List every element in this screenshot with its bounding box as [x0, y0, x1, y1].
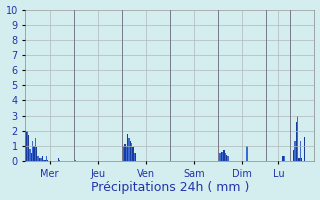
Bar	[130, 141, 131, 161]
Bar	[131, 143, 132, 161]
Bar	[45, 156, 47, 161]
Bar	[298, 158, 300, 161]
Bar	[127, 134, 128, 161]
Bar	[74, 158, 75, 161]
Bar	[32, 141, 34, 161]
Bar	[223, 150, 225, 161]
Bar	[300, 141, 301, 161]
Bar	[128, 138, 130, 161]
Bar	[296, 122, 297, 161]
Bar	[124, 144, 126, 161]
Bar	[222, 152, 223, 161]
Bar	[75, 160, 76, 161]
Bar	[301, 158, 302, 161]
Bar	[228, 156, 229, 161]
Bar	[220, 153, 221, 161]
Bar	[43, 160, 44, 161]
Bar	[59, 160, 60, 161]
Bar	[58, 158, 59, 161]
Bar	[134, 153, 135, 161]
Bar	[294, 141, 296, 161]
Bar	[26, 131, 27, 161]
Bar	[35, 138, 36, 161]
Bar	[226, 155, 228, 161]
Bar	[40, 158, 42, 161]
Bar	[27, 131, 28, 161]
Bar	[42, 156, 43, 161]
Bar	[297, 116, 298, 161]
Bar	[218, 155, 220, 161]
Bar	[34, 146, 35, 161]
Bar	[37, 156, 39, 161]
Bar	[126, 146, 127, 161]
Bar	[47, 160, 48, 161]
Bar	[122, 147, 123, 161]
Bar	[221, 152, 222, 161]
Bar	[225, 153, 226, 161]
Bar	[135, 153, 137, 161]
Bar	[39, 158, 40, 161]
Bar	[246, 146, 248, 161]
Bar	[123, 146, 124, 161]
Bar	[293, 150, 294, 161]
Bar	[36, 147, 37, 161]
Bar	[29, 149, 31, 161]
Bar	[304, 137, 305, 161]
X-axis label: Précipitations 24h ( mm ): Précipitations 24h ( mm )	[91, 181, 249, 194]
Bar	[132, 147, 134, 161]
Bar	[28, 135, 29, 161]
Bar	[282, 156, 284, 161]
Bar	[284, 156, 285, 161]
Bar	[31, 153, 32, 161]
Bar	[44, 160, 45, 161]
